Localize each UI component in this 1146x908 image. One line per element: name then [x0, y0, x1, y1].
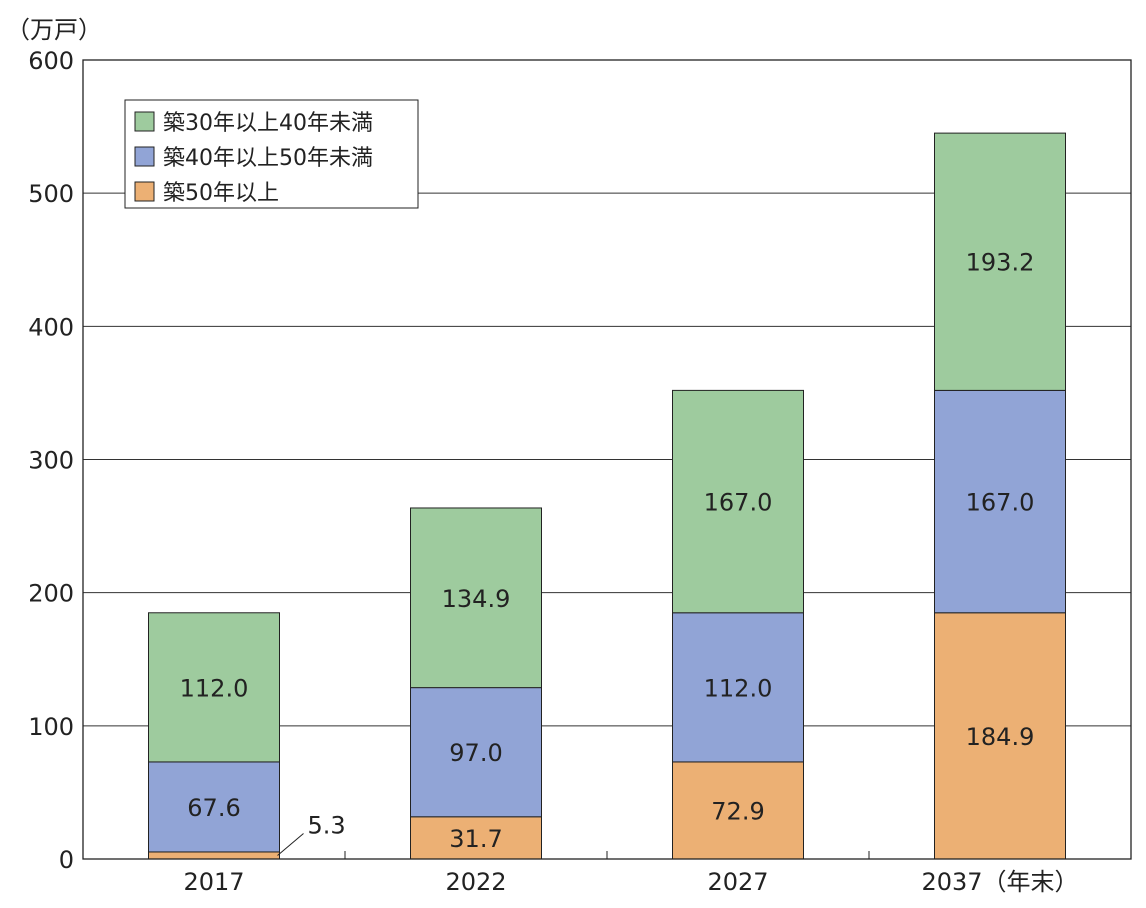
data-label-2017-2: 112.0 — [180, 674, 249, 702]
bar-segment-2027-2 — [672, 389, 804, 614]
legend-box — [124, 99, 419, 209]
y-tick-label-100: 100 — [28, 713, 74, 741]
data-label-2037-2: 193.2 — [966, 249, 1035, 277]
data-label-2037-1: 167.0 — [966, 489, 1035, 517]
x-tick-label-2022: 2022 — [445, 868, 506, 896]
bar-segment-2017-2 — [148, 612, 280, 763]
data-label-2027-2: 167.0 — [704, 489, 773, 517]
bar-segment-2017-0 — [148, 851, 280, 860]
data-labels: 5.3 67.6 112.0 31.7 97.0 134.9 72.9 112.0 167.0 1… — [180, 249, 1035, 856]
data-label-2022-2: 134.9 — [442, 585, 511, 613]
x-tick-label-2037: 2037（年末） — [921, 868, 1078, 896]
data-label-2027-0: 72.9 — [711, 797, 764, 825]
y-tick-label-0: 0 — [59, 846, 74, 874]
y-tick-label-200: 200 — [28, 580, 74, 608]
bars — [148, 132, 1066, 860]
y-tick-label-300: 300 — [28, 447, 74, 475]
bar-segment-2017-1 — [148, 761, 280, 853]
bar-segment-2022-2 — [410, 507, 542, 689]
data-label-2022-1: 97.0 — [449, 739, 502, 767]
legend-label-2: 築50年以上 — [163, 181, 279, 206]
legend-label-1: 築40年以上50年未満 — [163, 146, 373, 171]
axes: 0 100 200 300 400 500 600 2017 2022 2027 2037（年末） — [28, 47, 1132, 896]
bar-segment-2037-1 — [934, 389, 1066, 614]
y-tick-label-600: 600 — [28, 47, 74, 75]
y-tick-label-400: 400 — [28, 313, 74, 341]
x-tick-label-2027: 2027 — [707, 868, 768, 896]
data-label-2022-0: 31.7 — [449, 825, 502, 853]
legend-swatch-2 — [134, 181, 155, 202]
leader-line-2017-0 — [277, 833, 304, 856]
x-tick-label-2017: 2017 — [183, 868, 244, 896]
legend-swatch-1 — [134, 146, 155, 167]
legend-swatch-0 — [134, 111, 155, 132]
y-axis-unit-label: （万戸） — [6, 16, 102, 44]
bar-segment-2037-2 — [934, 132, 1066, 391]
bar-segment-2037-0 — [934, 612, 1066, 860]
bar-segment-2027-1 — [672, 612, 804, 763]
data-label-2017-0: 5.3 — [308, 811, 346, 839]
data-label-2027-1: 112.0 — [704, 674, 773, 702]
data-label-2037-0: 184.9 — [966, 723, 1035, 751]
legend-label-0: 築30年以上40年未満 — [163, 111, 373, 136]
y-tick-label-500: 500 — [28, 180, 74, 208]
data-label-2017-1: 67.6 — [187, 794, 240, 822]
